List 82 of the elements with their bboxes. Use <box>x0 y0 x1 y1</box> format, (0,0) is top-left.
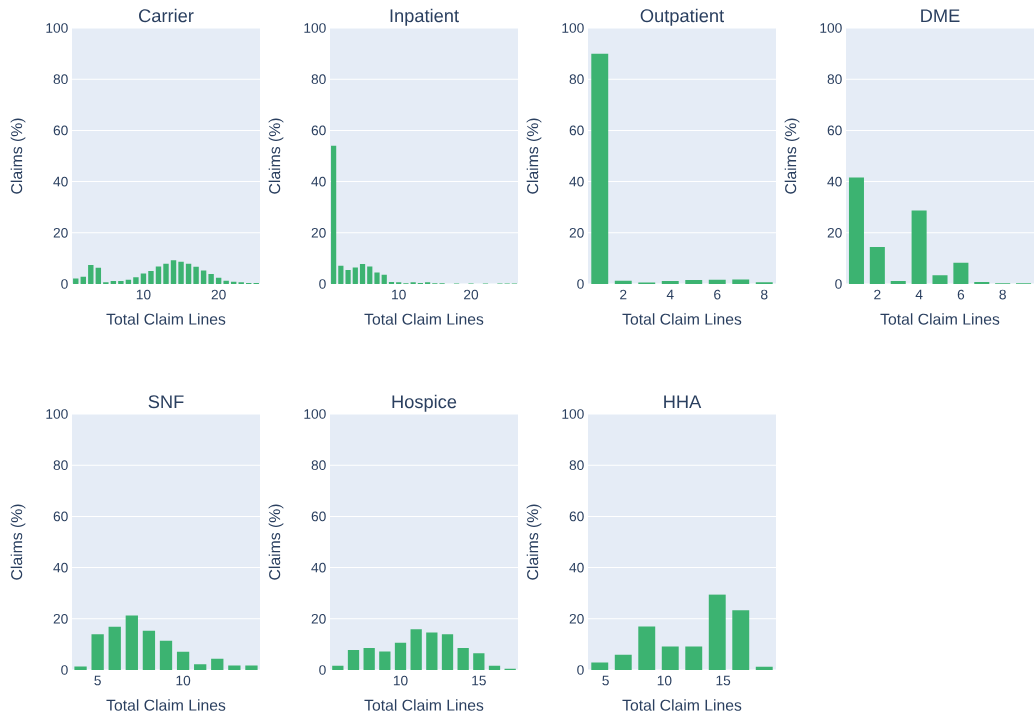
y-tick-label: 80 <box>311 74 326 85</box>
y-tick-label: 60 <box>569 125 584 136</box>
y-tick-label: 0 <box>577 665 584 675</box>
x-tick-label: 2 <box>620 289 627 300</box>
y-axis-title: Claims (%) <box>784 118 800 194</box>
y-tick-label: 0 <box>61 279 68 289</box>
y-tick-label: 60 <box>53 511 68 522</box>
y-tick-label: 80 <box>569 74 584 85</box>
x-axis-title: Total Claim Lines <box>106 313 226 325</box>
y-tick-label: 40 <box>53 562 68 573</box>
chart-title: Inpatient <box>390 8 459 26</box>
y-tick-label: 100 <box>820 23 842 33</box>
x-tick-label: 15 <box>472 675 486 686</box>
chart-title: Hospice <box>392 394 457 412</box>
y-tick-label: 80 <box>53 74 68 85</box>
x-axis-title: Total Claim Lines <box>622 313 742 325</box>
y-tick-label: 40 <box>569 176 584 187</box>
y-tick-label: 0 <box>577 279 584 289</box>
y-tick-label: 80 <box>53 460 68 471</box>
x-tick-label: 8 <box>761 289 768 300</box>
y-tick-label: 80 <box>311 460 326 471</box>
y-tick-label: 20 <box>53 227 68 238</box>
x-tick-label: 20 <box>211 289 226 300</box>
y-tick-label: 20 <box>827 227 842 238</box>
y-tick-label: 100 <box>562 23 584 33</box>
x-tick-label: 20 <box>464 289 479 300</box>
chart-title: DME <box>921 9 960 22</box>
x-tick-label: 6 <box>714 289 721 300</box>
x-axis-title: Total Claim Lines <box>880 313 1000 325</box>
chart-title: Carrier <box>139 8 194 23</box>
x-tick-label: 2 <box>874 289 881 300</box>
y-tick-label: 100 <box>562 409 584 419</box>
y-tick-label: 60 <box>311 511 326 522</box>
x-axis-title: Total Claim Lines <box>364 313 484 325</box>
y-tick-label: 60 <box>53 125 68 136</box>
x-tick-label: 6 <box>957 289 965 300</box>
y-tick-label: 0 <box>835 279 842 289</box>
chart-title: SNF <box>148 395 184 409</box>
y-tick-label: 40 <box>311 562 326 573</box>
y-tick-label: 100 <box>304 409 326 419</box>
y-tick-label: 100 <box>46 409 68 419</box>
y-tick-label: 60 <box>569 511 584 522</box>
x-tick-label: 8 <box>999 289 1006 300</box>
chart-title: Outpatient <box>640 8 724 26</box>
x-tick-label: 10 <box>136 289 151 300</box>
y-tick-label: 100 <box>46 23 68 33</box>
y-tick-label: 60 <box>311 125 326 136</box>
y-tick-label: 40 <box>827 176 842 187</box>
y-axis-title: Claims (%) <box>10 504 26 580</box>
y-tick-label: 0 <box>61 665 68 675</box>
x-tick-label: 10 <box>657 675 672 686</box>
y-axis-title: Claims (%) <box>268 118 284 194</box>
x-tick-label: 5 <box>602 675 609 686</box>
y-axis-title: Claims (%) <box>526 118 542 194</box>
chart-title: HHA <box>664 395 702 408</box>
y-tick-label: 20 <box>311 227 326 238</box>
x-tick-label: 10 <box>393 675 408 686</box>
y-axis-title: Claims (%) <box>10 118 26 194</box>
x-axis-title: Total Claim Lines <box>364 699 484 711</box>
x-tick-label: 5 <box>94 675 101 686</box>
y-tick-label: 20 <box>569 613 584 624</box>
y-tick-label: 80 <box>569 460 584 471</box>
y-tick-label: 0 <box>319 665 326 675</box>
y-tick-label: 40 <box>311 176 326 187</box>
x-axis-title: Total Claim Lines <box>622 699 742 711</box>
y-tick-label: 20 <box>53 613 68 624</box>
x-tick-label: 4 <box>666 289 674 300</box>
y-tick-label: 0 <box>319 279 326 289</box>
y-tick-label: 40 <box>569 562 584 573</box>
y-tick-label: 60 <box>827 125 842 136</box>
y-tick-label: 80 <box>827 74 842 85</box>
x-axis-title: Total Claim Lines <box>106 699 226 711</box>
y-tick-label: 20 <box>311 613 326 624</box>
x-tick-label: 10 <box>176 675 191 686</box>
x-tick-label: 4 <box>915 289 923 300</box>
y-axis-title: Claims (%) <box>268 504 284 580</box>
x-tick-label: 15 <box>716 675 731 686</box>
y-tick-label: 20 <box>569 227 584 238</box>
y-tick-label: 40 <box>53 176 68 187</box>
y-axis-title: Claims (%) <box>526 504 542 580</box>
y-tick-label: 100 <box>304 23 326 33</box>
x-tick-label: 10 <box>392 289 406 300</box>
